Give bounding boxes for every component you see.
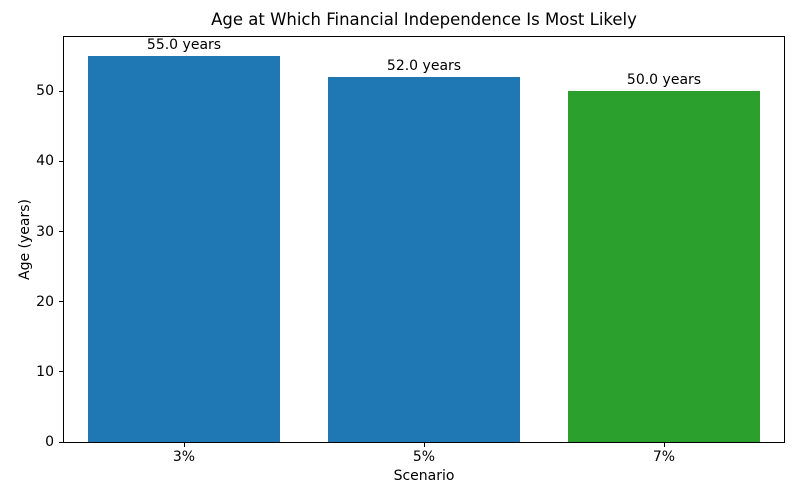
y-tick-mark (59, 160, 63, 162)
x-tick-label: 7% (652, 449, 676, 465)
y-tick-label: 30 (36, 223, 54, 240)
y-tick-label: 50 (36, 83, 54, 100)
x-tick-mark (423, 443, 425, 447)
y-tick-mark (59, 231, 63, 233)
bar (88, 56, 280, 442)
y-tick-label: 10 (36, 363, 54, 380)
y-tick-mark (59, 301, 63, 303)
x-tick-label: 3% (172, 449, 196, 465)
y-tick-label: 20 (36, 293, 54, 310)
y-tick-label: 0 (45, 434, 54, 450)
x-tick-mark (663, 443, 665, 447)
chart-title: Age at Which Financial Independence Is M… (211, 10, 637, 29)
bar-value-label: 52.0 years (386, 58, 462, 75)
bar (568, 91, 760, 442)
bar-value-label: 50.0 years (626, 72, 702, 89)
x-axis-label: Scenario (393, 468, 455, 484)
y-tick-label: 40 (36, 153, 54, 170)
x-tick-label: 5% (412, 449, 436, 465)
y-tick-mark (59, 371, 63, 373)
bar-value-label: 55.0 years (146, 37, 222, 54)
y-tick-mark (59, 441, 63, 443)
bar (328, 77, 520, 442)
x-tick-mark (183, 443, 185, 447)
plot-area: 0 10 20 30 40 50 55.0 years 3% 52.0 years 5% 50.0 … (36, 36, 785, 465)
y-tick-mark (59, 90, 63, 92)
